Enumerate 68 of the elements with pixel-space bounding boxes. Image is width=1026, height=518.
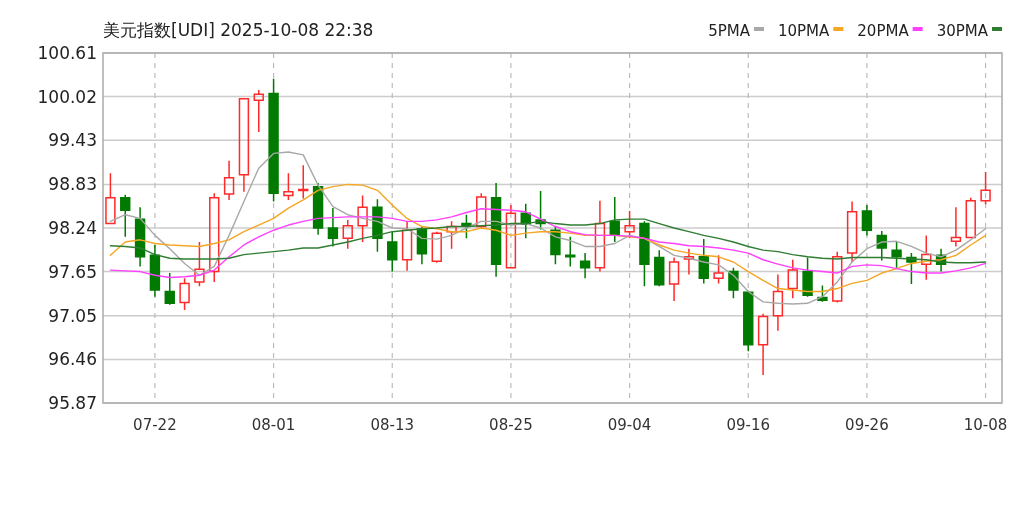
candlestick	[980, 171, 991, 206]
y-tick-label: 95.87	[48, 393, 97, 413]
candlestick	[787, 259, 798, 299]
candlestick	[743, 290, 754, 353]
y-tick-label: 100.61	[37, 43, 97, 63]
candlestick	[654, 249, 665, 288]
candlestick	[861, 204, 873, 237]
x-tick-label: 08-25	[489, 416, 533, 434]
candlestick	[357, 194, 368, 243]
candlestick	[594, 199, 606, 273]
candlestick	[446, 220, 457, 250]
x-tick-label: 09-04	[607, 416, 652, 434]
y-tick-label: 98.83	[48, 174, 97, 195]
candlestick	[312, 182, 324, 236]
candlestick	[683, 247, 695, 276]
candlestick	[713, 254, 724, 285]
candlestick	[120, 194, 131, 238]
candlestick	[283, 172, 294, 201]
candlestick	[164, 272, 175, 306]
chart-title: 美元指数[UDI] 2025-10-08 22:38	[103, 20, 374, 40]
candlestick	[342, 219, 353, 250]
candlestick	[698, 238, 709, 285]
candlestick	[668, 256, 680, 302]
candlestick	[757, 312, 769, 376]
candlestick	[921, 234, 932, 281]
candlestick	[846, 200, 858, 263]
candlestick	[728, 267, 739, 299]
candlestick	[490, 182, 502, 278]
candlestick	[579, 252, 591, 279]
legend-label: 5PMA	[708, 22, 751, 40]
candlestick	[179, 277, 190, 311]
candlestick	[802, 256, 813, 298]
y-tick-label: 99.43	[48, 130, 97, 151]
candlestick	[149, 244, 161, 298]
y-tick-label: 97.65	[48, 261, 97, 282]
y-tick-label: 98.24	[48, 218, 97, 238]
candlestick	[565, 236, 576, 268]
x-tick-label: 08-01	[251, 416, 296, 434]
candlestick	[950, 206, 962, 248]
candlestick	[209, 192, 220, 283]
legend-label: 30PMA	[936, 22, 989, 40]
candlestick	[891, 241, 902, 269]
candlestick	[505, 204, 517, 270]
candlestick	[965, 196, 976, 240]
candlestick	[298, 164, 309, 200]
candlestick	[609, 196, 620, 243]
candlestick	[832, 250, 843, 304]
x-tick-label: 08-13	[370, 416, 415, 434]
y-tick-label: 97.05	[48, 305, 97, 326]
candlestick	[194, 241, 205, 288]
candlestick	[416, 225, 428, 265]
x-tick-label: 09-26	[845, 416, 889, 434]
candlestick	[461, 213, 472, 240]
candlestick	[639, 220, 650, 288]
candlestick	[223, 160, 235, 201]
candlestick	[772, 273, 784, 332]
x-tick-label: 10-08	[963, 416, 1008, 434]
candlestick	[238, 98, 250, 193]
x-tick-label: 09-16	[726, 416, 771, 434]
candlestick	[387, 230, 398, 273]
legend-label: 10PMA	[777, 22, 831, 40]
candlestick	[105, 172, 116, 226]
candlestick	[253, 89, 264, 133]
y-tick-label: 100.02	[37, 86, 97, 107]
legend-label: 20PMA	[857, 22, 910, 40]
x-tick-label: 07-22	[133, 416, 177, 434]
y-tick-label: 96.46	[48, 349, 97, 370]
candlestick	[431, 230, 442, 264]
